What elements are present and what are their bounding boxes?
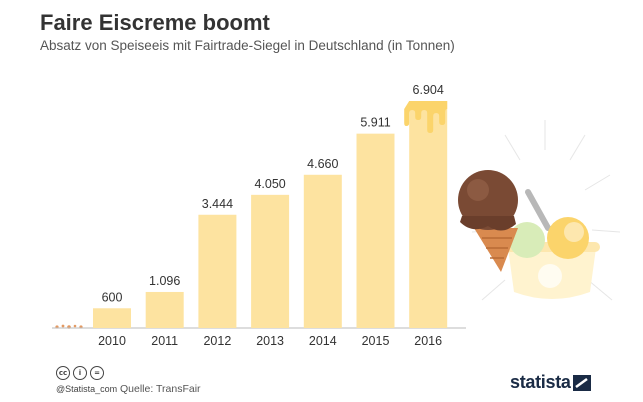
chart-subtitle: Absatz von Speiseeis mit Fairtrade-Siege… xyxy=(40,38,455,53)
equals-icon: = xyxy=(90,366,104,380)
value-label-2012: 3.444 xyxy=(202,197,233,211)
value-label-2011: 1.096 xyxy=(149,274,180,288)
tick-label-2016: 2016 xyxy=(414,334,442,348)
bars-layer: 600 2010 1.096 2011 3.444 2012 4.050 2013 4.660 2… xyxy=(93,83,448,348)
value-label-2014: 4.660 xyxy=(307,157,338,171)
ice-cream-illustration xyxy=(458,120,621,301)
bar-2012 xyxy=(198,214,237,328)
license-icons: cc i = xyxy=(56,366,104,380)
bar-2015 xyxy=(356,133,395,328)
statista-handle: @Statista_com xyxy=(56,384,118,394)
bar-2011 xyxy=(145,291,184,328)
value-label-2010: 600 xyxy=(102,290,123,304)
statista-logo-icon xyxy=(573,375,591,391)
value-label-2016: 6.904 xyxy=(413,83,444,97)
by-icon: i xyxy=(73,366,87,380)
value-label-2015: 5.911 xyxy=(360,116,390,130)
tick-label-2013: 2013 xyxy=(256,334,284,348)
tick-label-2010: 2010 xyxy=(98,334,126,348)
bar-2010 xyxy=(93,308,131,328)
cc-icon: cc xyxy=(56,366,70,380)
bar-2013 xyxy=(251,194,290,328)
chart-title: Faire Eiscreme boomt xyxy=(40,10,270,35)
tick-label-2014: 2014 xyxy=(309,334,337,348)
source-text: Quelle: TransFair xyxy=(120,383,201,395)
bar-2016-drip xyxy=(404,101,448,133)
statista-logo: statista xyxy=(510,372,571,392)
tick-label-2011: 2011 xyxy=(151,334,178,348)
bar-2014 xyxy=(303,174,342,328)
bar-2016 xyxy=(409,101,448,328)
tick-label-2015: 2015 xyxy=(362,334,390,348)
tick-label-2012: 2012 xyxy=(203,334,231,348)
value-label-2013: 4.050 xyxy=(254,177,285,191)
